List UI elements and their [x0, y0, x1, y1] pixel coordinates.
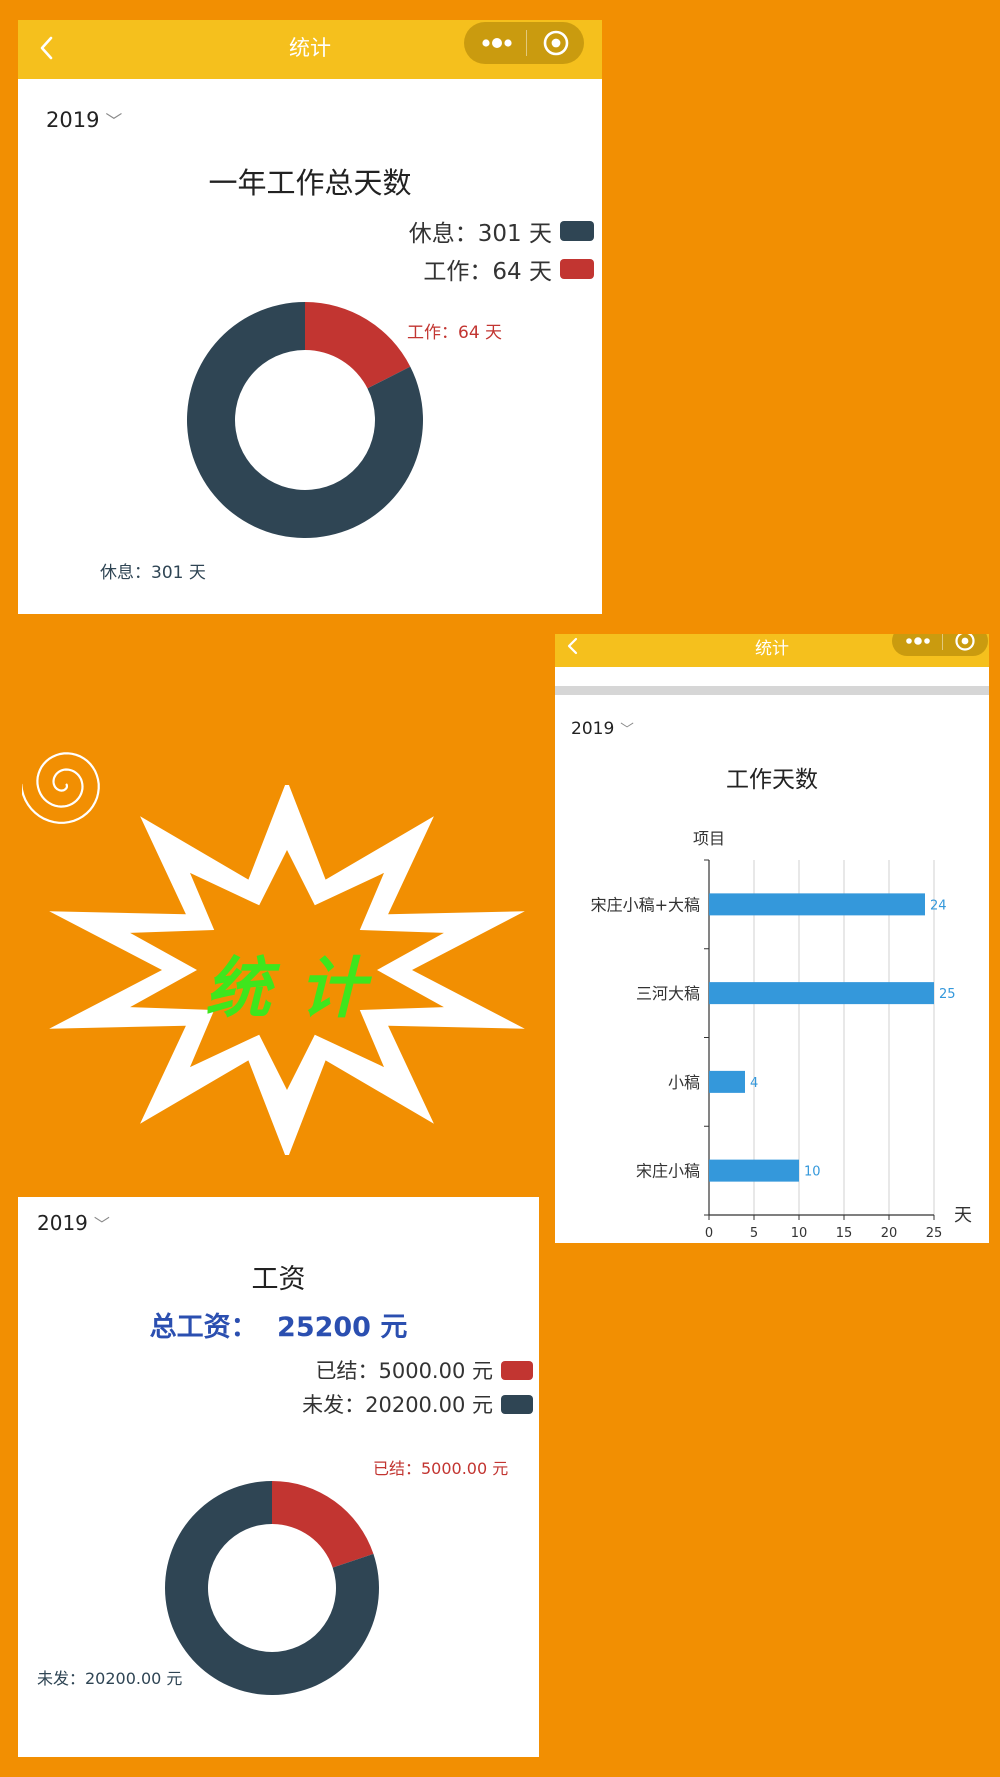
- legend-label: 休息：301 天: [408, 221, 552, 247]
- capsule-divider: [942, 634, 943, 650]
- decoration-title: 统计: [205, 949, 393, 1027]
- x-axis-name: 天: [954, 1205, 972, 1226]
- slice-label-unpaid: 未发：20200.00 元: [37, 1669, 183, 1688]
- chevron-left-icon: [567, 637, 578, 655]
- x-tick-label: 5: [750, 1226, 758, 1241]
- total-salary-label: 总工资：: [149, 1312, 258, 1343]
- category-label: 小稿: [668, 1073, 700, 1092]
- legend-item-paid[interactable]: 已结：5000.00 元: [315, 1355, 533, 1385]
- divider-bar: [555, 686, 989, 695]
- more-button[interactable]: [470, 22, 524, 64]
- bar-value-label: 25: [939, 987, 956, 1002]
- total-salary: 总工资： 25200 元: [18, 1305, 539, 1344]
- yearly-days-donut: [186, 302, 423, 538]
- chart-title: 一年工作总天数: [208, 166, 412, 200]
- days-slice-1[interactable]: [186, 302, 423, 538]
- project-days-card: 统计 2019 ﹀ 工作天数 0 5 10 15 20 25 项目天 宋庄小稿+大稿 24 三河大稿…: [555, 634, 989, 1243]
- menu-capsule: [464, 22, 584, 64]
- bar[interactable]: [709, 1159, 799, 1182]
- x-tick-label: 10: [791, 1226, 808, 1241]
- nav-title: 统计: [755, 639, 789, 659]
- legend-swatch: [560, 259, 594, 279]
- category-label: 三河大稿: [636, 984, 700, 1003]
- year-value: 2019: [37, 1211, 88, 1235]
- x-tick-label: 20: [881, 1226, 898, 1241]
- bar-value-label: 10: [804, 1165, 821, 1180]
- legend-item-unpaid[interactable]: 未发：20200.00 元: [302, 1389, 533, 1419]
- salary-donut: [164, 1481, 379, 1695]
- back-button[interactable]: [561, 634, 585, 658]
- star-burst-icon: [49, 785, 525, 1155]
- year-value: 2019: [46, 108, 100, 132]
- legend-swatch: [501, 1394, 533, 1414]
- category-label: 宋庄小稿: [636, 1162, 700, 1181]
- yearly-days-card: 统计 2019 ﹀ 一年工作总天数 休息：301 天 工作：64 天: [18, 20, 602, 614]
- more-dots-icon: [906, 637, 930, 645]
- project-days-bar-chart: 0 5 10 15 20 25 项目天 宋庄小稿+大稿 24 三河大稿 25 小稿 4 宋庄小稿 10: [591, 829, 972, 1241]
- category-label: 宋庄小稿+大稿: [591, 895, 700, 914]
- chevron-down-icon: ﹀: [105, 111, 123, 131]
- slice-label-work: 工作：64 天: [407, 323, 503, 343]
- close-button[interactable]: [532, 22, 580, 64]
- legend-swatch: [501, 1360, 533, 1380]
- chart-title: 工资: [251, 1264, 306, 1295]
- chevron-left-icon: [40, 36, 53, 60]
- capsule-close-icon: [955, 634, 975, 651]
- bar[interactable]: [709, 982, 934, 1005]
- year-picker[interactable]: 2019 ﹀: [37, 1211, 110, 1235]
- spiral-icon: [22, 752, 100, 824]
- legend-item-work[interactable]: 工作：64 天: [423, 252, 594, 286]
- salary-slice-0[interactable]: [272, 1481, 374, 1568]
- year-picker[interactable]: 2019 ﹀: [571, 718, 634, 739]
- bar[interactable]: [709, 1070, 745, 1093]
- capsule-close-icon: [543, 30, 569, 56]
- total-salary-value: 25200 元: [277, 1312, 408, 1343]
- x-tick-label: 15: [836, 1226, 853, 1241]
- slice-label-rest: 休息：301 天: [100, 563, 206, 583]
- chevron-down-icon: ﹀: [620, 722, 634, 738]
- bar-value-label: 24: [930, 898, 947, 913]
- close-button[interactable]: [946, 634, 984, 656]
- slice-label-paid: 已结：5000.00 元: [373, 1459, 509, 1478]
- legend-swatch: [560, 221, 594, 241]
- bar-value-label: 4: [750, 1076, 758, 1091]
- legend-label: 工作：64 天: [423, 259, 552, 285]
- year-value: 2019: [571, 719, 615, 739]
- nav-bar: 统计: [555, 634, 989, 667]
- salary-card: 2019 ﹀ 工资 总工资： 25200 元 已结：5000.00 元 未发：20…: [18, 1197, 539, 1757]
- back-button[interactable]: [32, 30, 62, 66]
- y-axis-name: 项目: [693, 829, 725, 848]
- x-tick-label: 0: [705, 1226, 713, 1241]
- chart-title: 工作天数: [726, 767, 818, 793]
- bar[interactable]: [709, 893, 925, 916]
- nav-title: 统计: [289, 36, 331, 60]
- more-dots-icon: [482, 38, 512, 48]
- legend-item-rest[interactable]: 休息：301 天: [409, 214, 594, 248]
- salary-slice-1[interactable]: [164, 1481, 379, 1695]
- menu-capsule: [892, 634, 988, 656]
- legend-label: 未发：20200.00 元: [302, 1393, 493, 1417]
- nav-bar: 统计: [18, 20, 602, 79]
- year-picker[interactable]: 2019 ﹀: [46, 108, 122, 132]
- chevron-down-icon: ﹀: [93, 1215, 110, 1234]
- capsule-divider: [526, 30, 527, 56]
- days-slice-0[interactable]: [305, 302, 411, 389]
- x-tick-label: 25: [926, 1226, 943, 1241]
- legend-label: 已结：5000.00 元: [315, 1359, 493, 1383]
- more-button[interactable]: [896, 634, 940, 656]
